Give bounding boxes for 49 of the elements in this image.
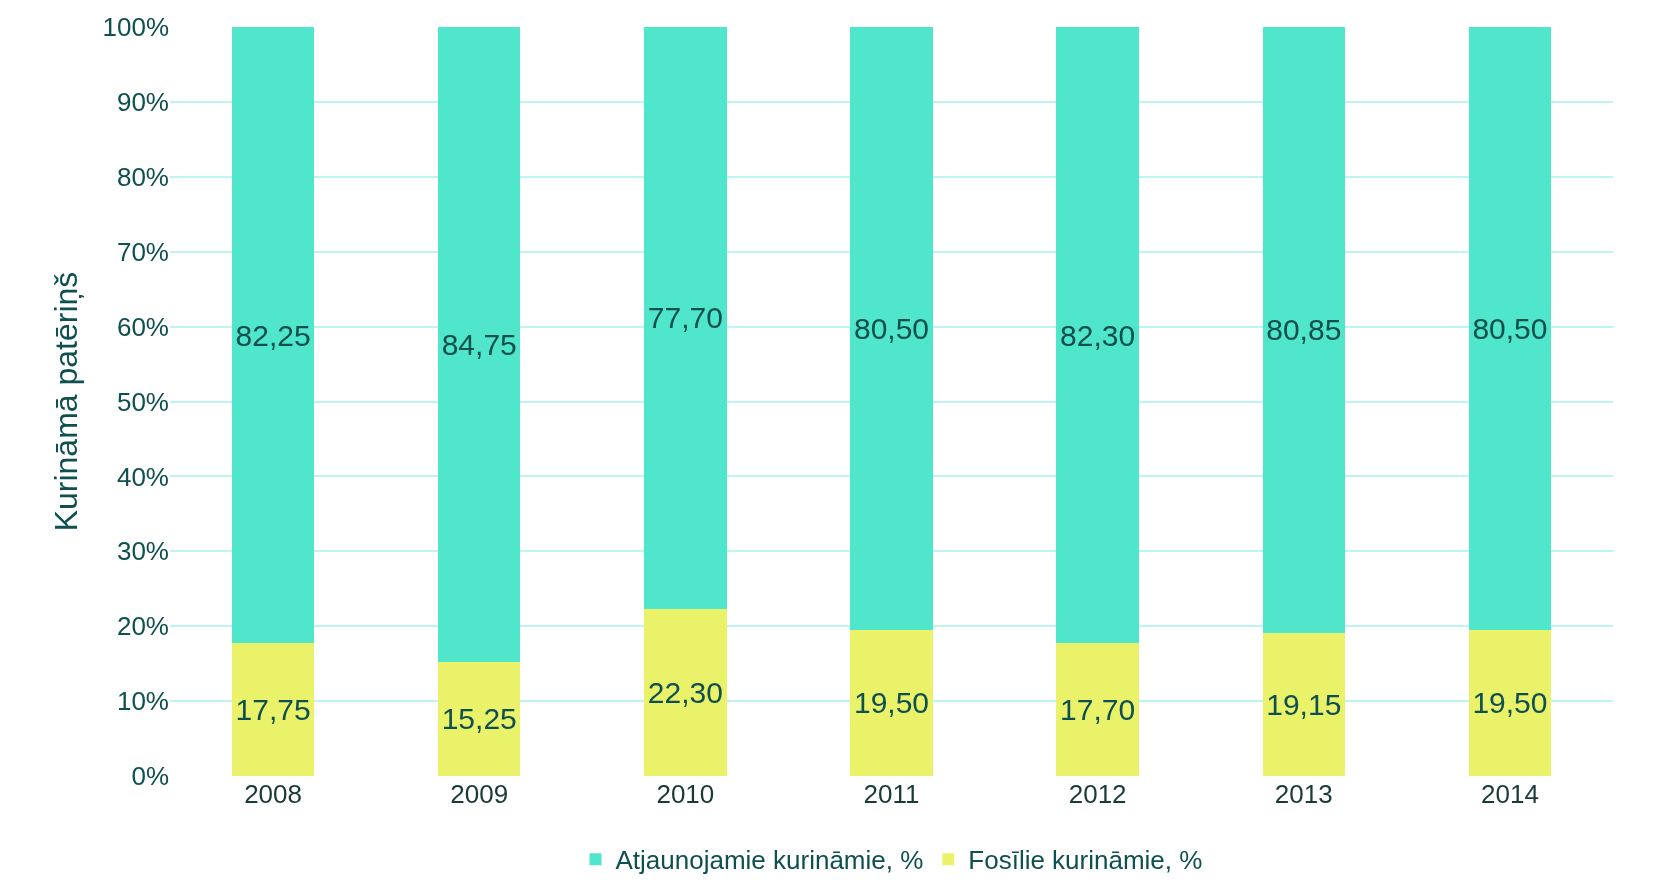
data-label: 82,25 (235, 318, 311, 352)
bar (1056, 27, 1139, 644)
y-tick-label: 30% (116, 536, 169, 567)
x-tick-label: 2009 (450, 779, 509, 809)
y-tick-label: 10% (116, 686, 169, 717)
y-tick-label: 80% (116, 161, 169, 192)
y-tick-label: 40% (116, 461, 169, 492)
bar (1262, 632, 1346, 776)
y-tick-label: 50% (116, 386, 169, 417)
bar (437, 27, 521, 662)
bar (644, 27, 727, 609)
y-axis-title: Kurināmā patēriņš (47, 271, 84, 532)
data-label: 80,50 (853, 311, 930, 345)
y-tick-label: 60% (116, 311, 169, 342)
data-label: 82,30 (1060, 318, 1136, 352)
data-label: 80,85 (1266, 313, 1342, 347)
bar (850, 27, 933, 630)
x-tick-label: 2014 (1481, 779, 1539, 809)
data-label: 17,70 (1060, 693, 1136, 727)
y-tick-label: 100% (102, 12, 169, 43)
x-tick-label: 2008 (244, 779, 302, 809)
data-label: 22,30 (647, 675, 723, 709)
x-tick-label: 2011 (863, 779, 920, 809)
y-tick-label: 0% (131, 761, 169, 792)
data-label: 19,50 (853, 686, 930, 720)
y-tick-label: 20% (116, 611, 169, 642)
x-tick-label: 2010 (656, 779, 715, 809)
data-label: 77,70 (647, 301, 723, 335)
bar (850, 629, 933, 776)
legend-label: Fosīlie kurināmie, % (968, 845, 1203, 876)
data-label: 19,15 (1266, 687, 1342, 721)
data-label: 15,25 (441, 702, 517, 736)
bar (437, 661, 521, 776)
data-label: 17,75 (235, 693, 311, 727)
bar (644, 608, 727, 776)
bar (231, 27, 315, 644)
y-tick-label: 90% (116, 87, 169, 117)
data-label: 84,75 (441, 327, 517, 361)
data-label: 80,50 (1472, 311, 1548, 345)
x-tick-label: 2013 (1274, 779, 1333, 809)
y-tick-label: 70% (116, 236, 169, 267)
bar (1468, 27, 1552, 630)
legend-label: Atjaunojamie kurināmie, % (615, 845, 924, 876)
bar (1056, 643, 1139, 776)
bar (1262, 27, 1346, 633)
x-tick-label: 2012 (1068, 779, 1127, 809)
data-label: 19,50 (1472, 686, 1548, 720)
bar (231, 643, 315, 776)
bar (1468, 629, 1552, 776)
